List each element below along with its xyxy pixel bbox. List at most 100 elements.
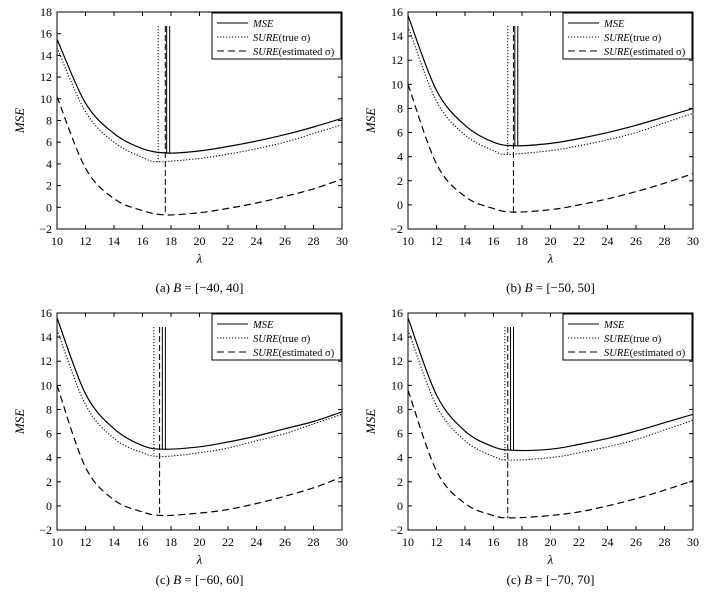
y-axis-label: MSE: [363, 108, 378, 134]
legend-label-italic: SURE: [604, 47, 630, 58]
y-tick-label: 6: [397, 427, 403, 441]
y-tick-label: 8: [397, 101, 403, 115]
caption-variable: B: [524, 572, 532, 587]
x-tick-label: 30: [687, 535, 699, 549]
y-tick-label: −2: [39, 222, 52, 236]
series-line-1: [408, 317, 693, 452]
x-tick-label: 28: [659, 234, 671, 248]
panel-caption: (c) B = [−60, 60]: [156, 572, 244, 587]
legend-label-suffix: (estimated σ): [630, 47, 686, 58]
legend-label-italic: MSE: [252, 320, 274, 331]
y-axis-label: MSE: [363, 409, 378, 435]
legend-label-italic: SURE: [253, 348, 279, 359]
x-tick-label: 10: [402, 535, 414, 549]
series-line-1: [408, 15, 693, 147]
legend-label-suffix: (true σ): [630, 334, 662, 345]
y-tick-label: 4: [397, 451, 403, 465]
x-tick-label: 30: [687, 234, 699, 248]
legend-label-2: SURE(true σ): [253, 334, 311, 345]
legend-label-3: SURE(estimated σ): [604, 47, 686, 58]
chart-panel-4: 10 12 14 16 18 20 22 24 26 28 30−20246810121416λMS…: [363, 306, 699, 587]
y-tick-label: 0: [397, 499, 403, 513]
legend-label-italic: MSE: [603, 320, 625, 331]
y-tick-label: 16: [40, 27, 52, 41]
x-tick-label: 12: [431, 535, 443, 549]
series-group: [57, 317, 342, 517]
legend-label-1: MSE: [252, 19, 274, 30]
legend-label-2: SURE(true σ): [604, 33, 662, 44]
caption-range: = [−70, 70]: [532, 572, 594, 587]
x-axis-label: λ: [547, 552, 554, 567]
legend-label-italic: SURE: [253, 334, 279, 345]
y-tick-label: 10: [40, 92, 52, 106]
x-tick-label: 20: [194, 535, 206, 549]
legend-label-italic: MSE: [603, 19, 625, 30]
x-axis-label: λ: [196, 251, 203, 266]
y-tick-label: 4: [46, 157, 52, 171]
y-tick-label: 6: [397, 126, 403, 140]
panel-caption: (b) B = [−50, 50]: [506, 280, 595, 295]
x-tick-label: 30: [336, 234, 348, 248]
x-tick-label: 14: [459, 535, 471, 549]
y-tick-label: 12: [391, 354, 403, 368]
caption-prefix: (c): [156, 572, 174, 587]
y-tick-label: 8: [46, 402, 52, 416]
y-tick-label: 16: [40, 306, 52, 320]
x-tick-label: 16: [137, 234, 149, 248]
series-line-3: [57, 96, 342, 216]
series-line-3: [408, 84, 693, 213]
y-tick-label: 8: [46, 114, 52, 128]
caption-variable: B: [173, 280, 181, 295]
legend-label-suffix: (true σ): [630, 33, 662, 44]
x-tick-label: 14: [108, 535, 120, 549]
y-tick-label: 4: [397, 150, 403, 164]
x-tick-label: 24: [251, 234, 263, 248]
x-tick-label: 26: [279, 535, 291, 549]
x-tick-label: 26: [630, 535, 642, 549]
x-tick-label: 16: [488, 234, 500, 248]
panel-caption: (a) B = [−40, 40]: [156, 280, 244, 295]
x-axis-label: λ: [547, 251, 554, 266]
x-tick-label: 24: [602, 535, 614, 549]
x-tick-label: 10: [51, 234, 63, 248]
y-tick-label: 6: [46, 427, 52, 441]
y-tick-label: 10: [391, 378, 403, 392]
legend-label-italic: SURE: [604, 33, 630, 44]
y-tick-label: 6: [46, 135, 52, 149]
y-tick-label: 18: [40, 5, 52, 19]
x-tick-label: 22: [573, 535, 585, 549]
x-axis-label: λ: [196, 552, 203, 567]
caption-variable: B: [525, 280, 533, 295]
x-tick-label: 14: [459, 234, 471, 248]
y-tick-label: 16: [391, 306, 403, 320]
legend-label-italic: SURE: [604, 334, 630, 345]
legend-label-3: SURE(estimated σ): [253, 348, 335, 359]
x-tick-label: 22: [222, 234, 234, 248]
y-tick-label: −2: [390, 523, 403, 537]
y-tick-label: 8: [397, 402, 403, 416]
x-tick-label: 30: [336, 535, 348, 549]
x-tick-label: 14: [108, 234, 120, 248]
x-tick-label: 12: [431, 234, 443, 248]
caption-range: = [−60, 60]: [181, 572, 243, 587]
series-line-2: [408, 329, 693, 461]
legend-label-3: SURE(estimated σ): [253, 47, 335, 58]
series-group: [57, 38, 342, 216]
x-tick-label: 16: [488, 535, 500, 549]
legend: MSE SURE(true σ) SURE(estimated σ): [211, 313, 342, 361]
legend-label-italic: SURE: [604, 348, 630, 359]
caption-variable: B: [173, 572, 181, 587]
legend-label-2: SURE(true σ): [604, 334, 662, 345]
series-line-1: [57, 317, 342, 450]
caption-range: = [−40, 40]: [181, 280, 243, 295]
legend-label-italic: SURE: [253, 33, 279, 44]
x-tick-label: 10: [51, 535, 63, 549]
x-tick-label: 28: [659, 535, 671, 549]
x-tick-label: 16: [137, 535, 149, 549]
x-tick-label: 24: [602, 234, 614, 248]
y-tick-label: 0: [397, 198, 403, 212]
x-tick-label: 10: [402, 234, 414, 248]
y-tick-label: 14: [40, 48, 52, 62]
